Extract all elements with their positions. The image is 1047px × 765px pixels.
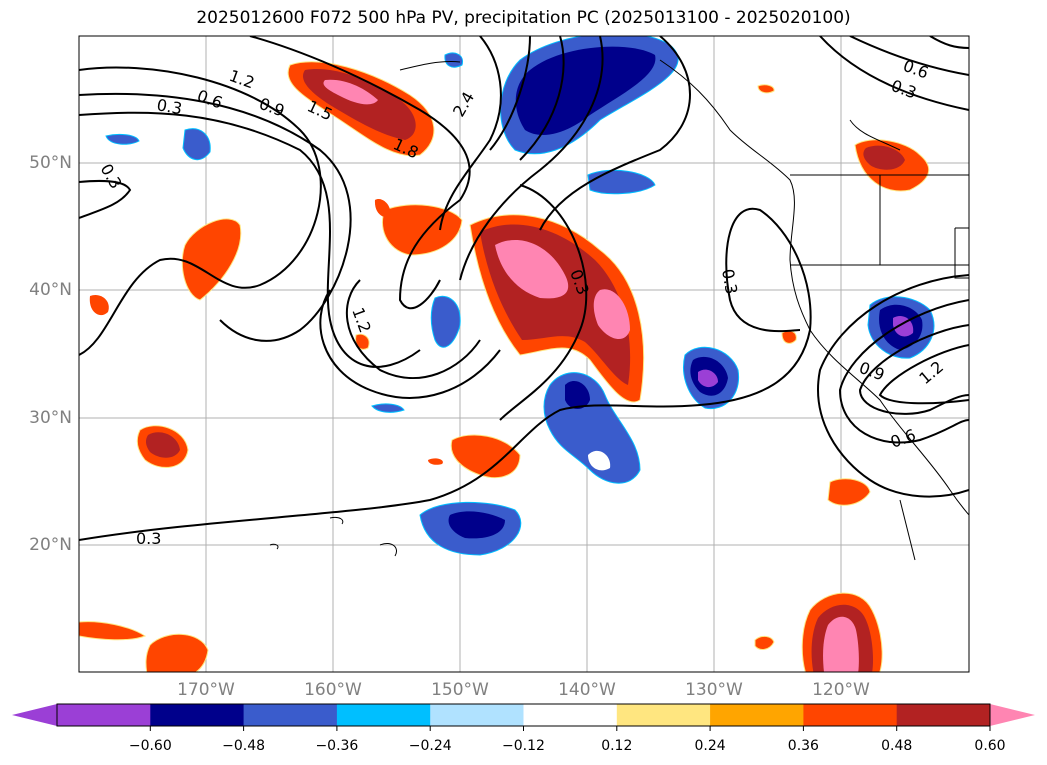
lon-label: 160°W (304, 680, 362, 700)
colorbar-tick-label: 0.48 (881, 738, 913, 754)
colorbar-segment (523, 704, 618, 726)
contour-label: 0.3 (136, 529, 161, 548)
lon-label: 170°W (177, 680, 235, 700)
colorbar-segment (336, 704, 431, 726)
contour-label: 0.3 (718, 267, 741, 295)
lon-label: 150°W (431, 680, 489, 700)
lon-label: 120°W (812, 680, 870, 700)
colorbar-segment (803, 704, 898, 726)
colorbar-segment (150, 704, 245, 726)
colorbar-segment (616, 704, 711, 726)
lat-label: 20°N (29, 535, 72, 555)
colorbar-tick-label: 0.60 (974, 738, 1006, 754)
colorbar-segment (896, 704, 991, 726)
contour-label: 0.3 (155, 95, 183, 118)
map-title: 2025012600 F072 500 hPa PV, precipitatio… (196, 8, 851, 28)
lat-label: 50°N (29, 153, 72, 173)
colorbar-tick-label: 0.12 (601, 738, 633, 754)
colorbar-segment (243, 704, 338, 726)
colorbar-tick-label: −0.24 (408, 738, 452, 754)
precip-shading (79, 36, 935, 672)
colorbar-tick-label: −0.12 (502, 738, 545, 754)
map-frame (78, 35, 970, 673)
colorbar-segment (430, 704, 524, 726)
lon-label: 140°W (558, 680, 616, 700)
coastlines (269, 59, 969, 561)
graticule (79, 36, 969, 672)
colorbar-extend-max (990, 704, 1035, 726)
colorbar-tick-label: −0.60 (128, 738, 172, 754)
lat-label: 30°N (29, 408, 72, 428)
colorbar-tick-label: 0.36 (787, 738, 819, 754)
colorbar-segment (57, 704, 151, 726)
lon-label: 130°W (685, 680, 743, 700)
colorbar-segment (710, 704, 804, 726)
colorbar-tick-label: −0.36 (315, 738, 359, 754)
lat-label: 40°N (29, 280, 72, 300)
colorbar-extend-min (12, 704, 57, 726)
pv-contours (79, 36, 969, 541)
colorbar-tick-label: 0.24 (694, 738, 726, 754)
colorbar (12, 703, 1035, 731)
colorbar-tick-label: −0.48 (222, 738, 266, 754)
